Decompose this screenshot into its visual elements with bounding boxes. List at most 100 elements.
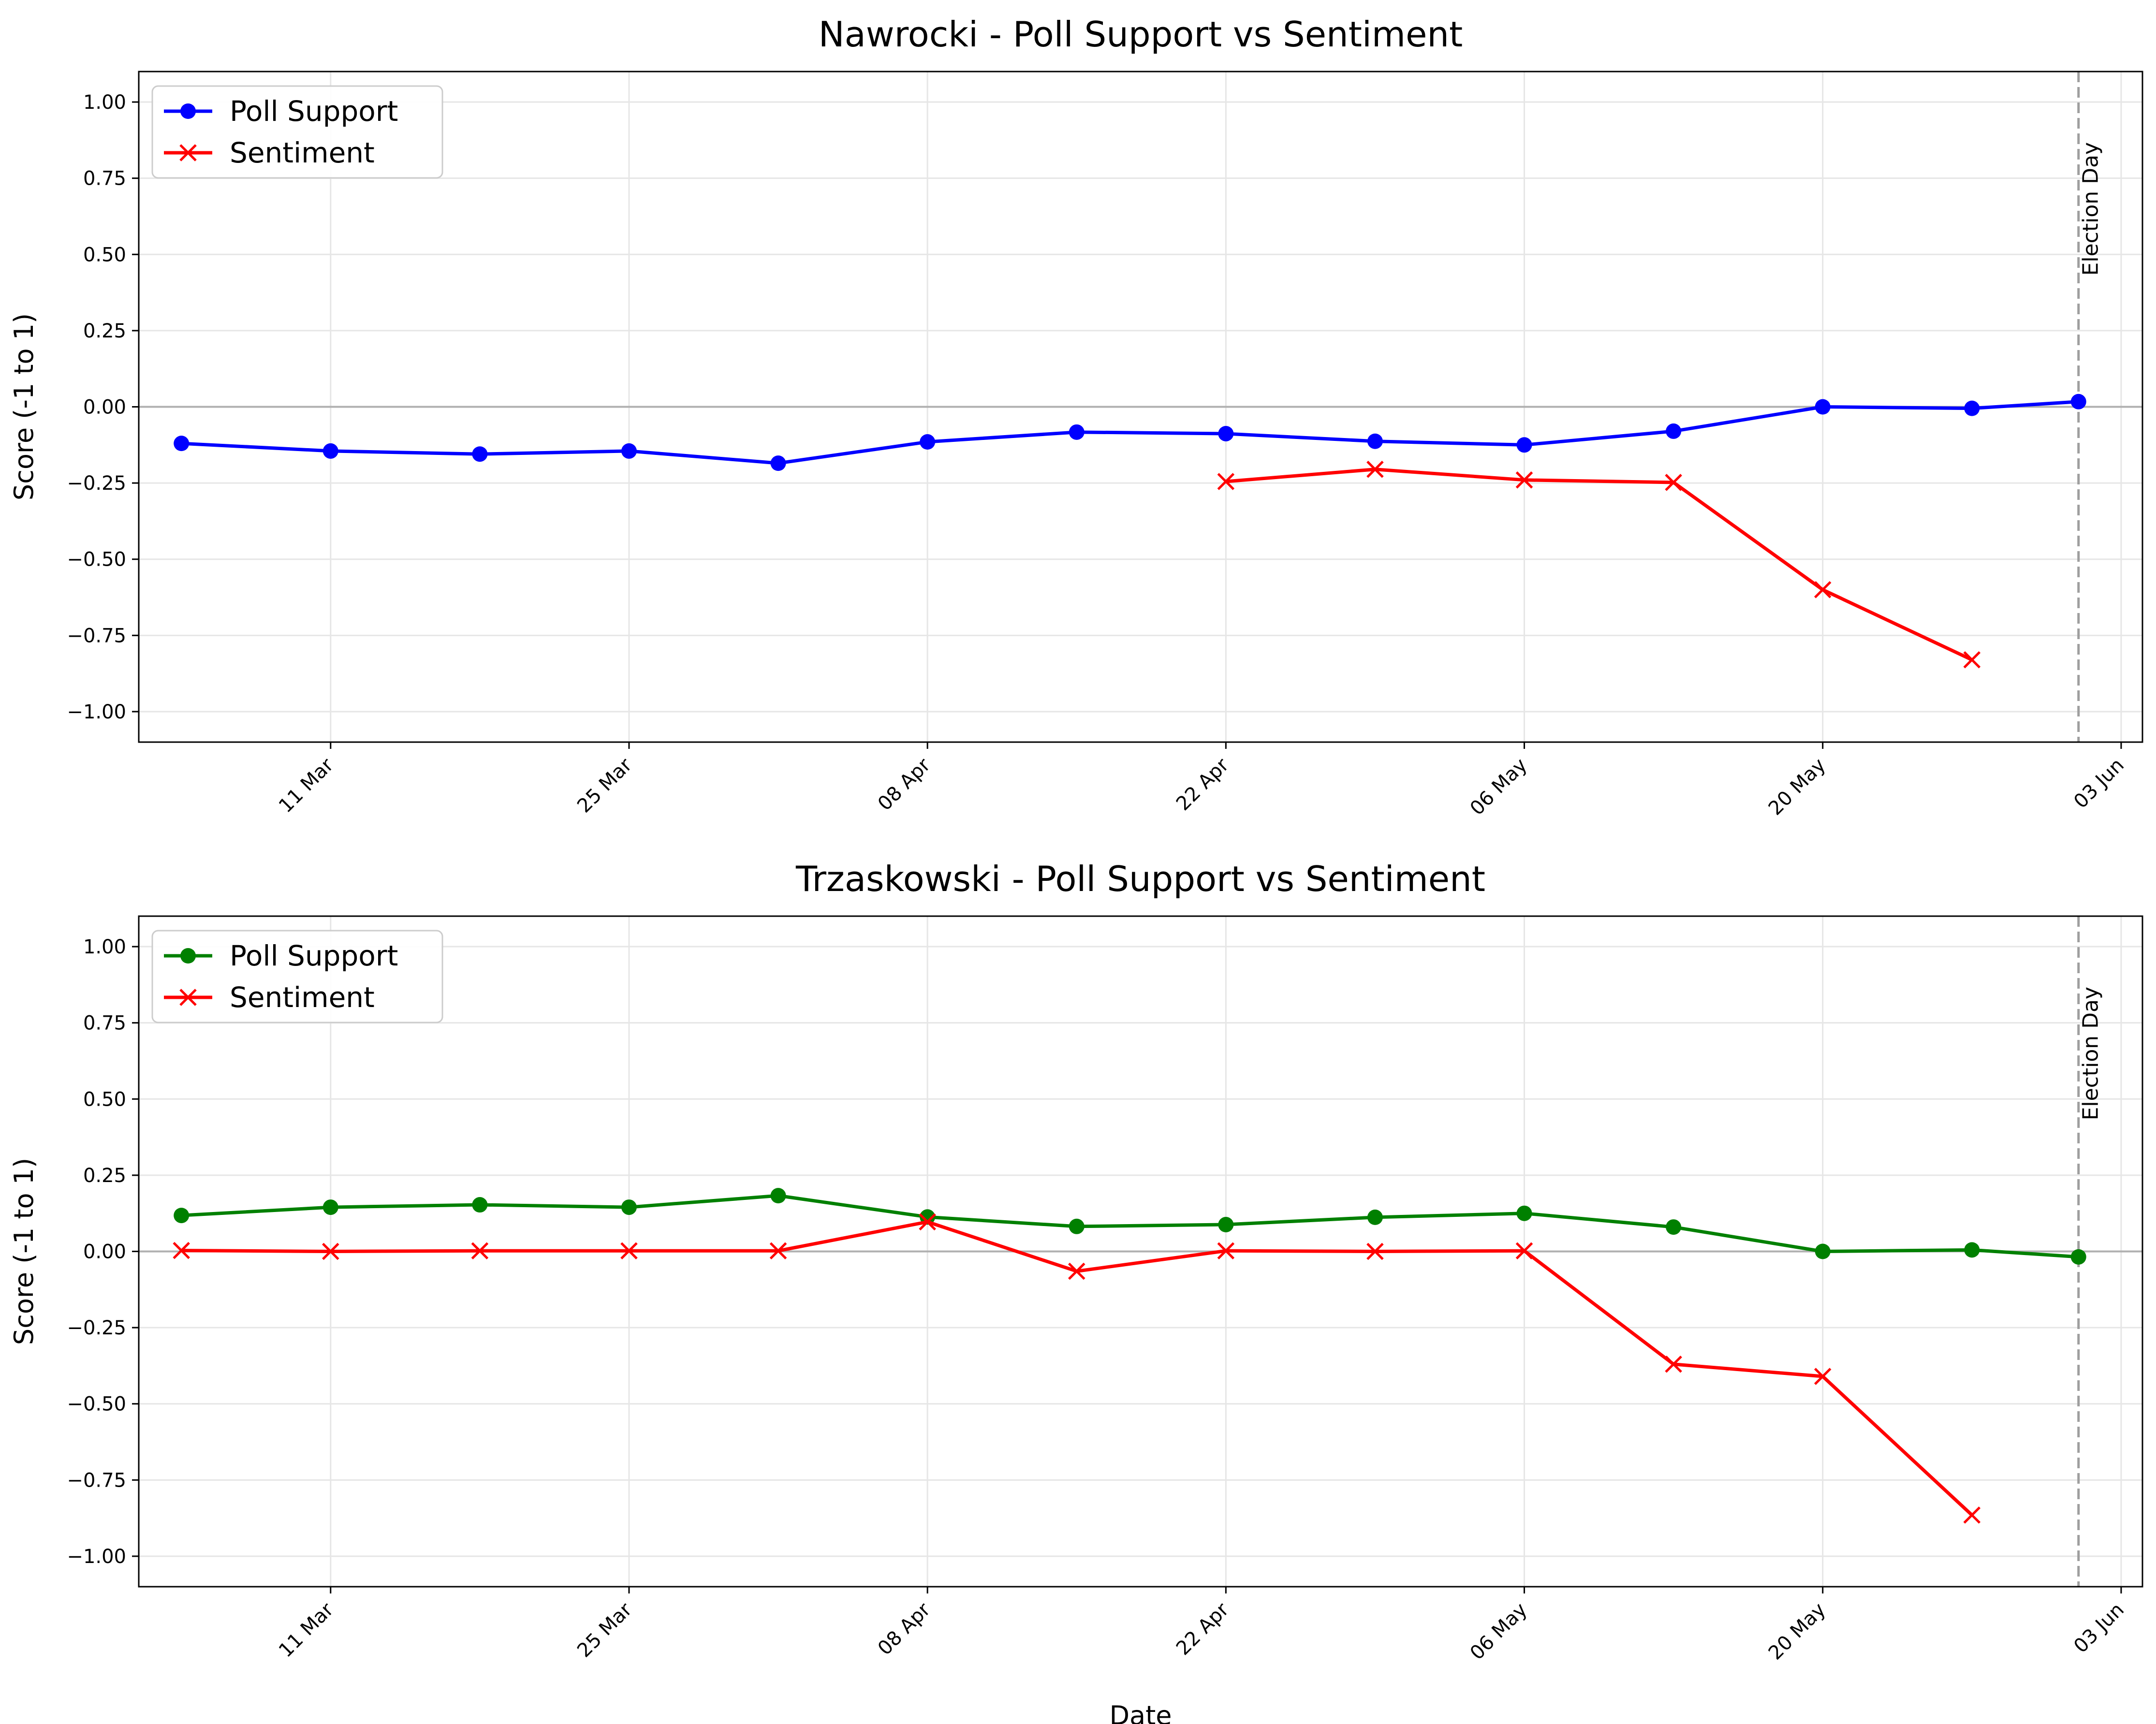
data-point <box>1515 1242 1533 1260</box>
legend: Poll Support Sentiment <box>151 85 443 179</box>
x-tick-label: 25 Mar <box>573 754 636 817</box>
data-point <box>174 436 190 452</box>
chart-panel-2: Trzaskowski - Poll Support vs Sentiment E… <box>9 859 2143 1724</box>
data-point <box>1516 437 1532 453</box>
legend-label: Sentiment <box>230 136 375 169</box>
data-point <box>770 1188 786 1204</box>
data-point <box>1963 651 1981 669</box>
data-point <box>1069 424 1085 440</box>
data-point <box>1218 425 1234 441</box>
data-point <box>322 1242 339 1260</box>
data-point <box>471 1242 489 1260</box>
x-tick-label: 20 May <box>1764 754 1830 820</box>
x-tick-label: 06 May <box>1466 754 1532 820</box>
legend-label: Poll Support <box>230 939 398 972</box>
data-point <box>1367 1209 1383 1225</box>
y-tick-label: 0.25 <box>83 320 126 342</box>
x-tick-label: 03 Jun <box>2069 754 2128 813</box>
legend-box <box>151 85 443 179</box>
y-tick-label: −1.00 <box>67 1546 126 1568</box>
x-tick-label: 22 Apr <box>1172 1598 1233 1660</box>
x-tick-label: 11 Mar <box>275 1598 338 1662</box>
data-point <box>472 446 488 462</box>
data-point <box>621 1199 637 1215</box>
data-point <box>472 1197 488 1213</box>
legend-marker <box>179 989 197 1006</box>
data-point <box>770 455 786 471</box>
data-point <box>1366 460 1384 478</box>
data-point <box>1217 473 1235 490</box>
x-tick-label: 22 Apr <box>1172 754 1233 815</box>
series-line-poll-support <box>181 1194 2079 1259</box>
x-tick-label: 06 May <box>1466 1599 1532 1665</box>
data-point <box>920 434 936 450</box>
series-line-poll-support <box>181 400 2079 465</box>
y-tick-label: 0.00 <box>83 396 126 419</box>
x-tick-label: 08 Apr <box>874 754 935 815</box>
y-tick-label: 0.50 <box>83 1088 126 1110</box>
x-tick-label: 03 Jun <box>2069 1599 2128 1658</box>
legend-box <box>151 930 443 1023</box>
x-tick-label: 11 Mar <box>275 754 338 817</box>
y-tick-label: 0.50 <box>83 244 126 266</box>
data-point <box>1217 1242 1235 1260</box>
legend-marker <box>180 948 196 964</box>
series-line-sentiment <box>1226 468 1973 661</box>
legend-label: Poll Support <box>230 95 398 128</box>
data-point <box>621 443 637 459</box>
series-line-sentiment <box>181 1220 1973 1517</box>
y-tick-label: −0.25 <box>67 472 126 495</box>
data-point <box>919 1213 936 1231</box>
data-point <box>920 1209 936 1225</box>
x-tick-label: 20 May <box>1764 1599 1830 1665</box>
y-tick-label: 0.25 <box>83 1165 126 1187</box>
data-point <box>1814 1368 1832 1385</box>
data-point <box>1814 581 1832 599</box>
data-point <box>1964 400 1980 416</box>
chart-panel-1: Nawrocki - Poll Support vs Sentiment Elec… <box>9 14 2143 820</box>
data-point <box>1515 471 1533 489</box>
y-tick-label: 0.00 <box>83 1241 126 1263</box>
y-tick-label: −0.75 <box>67 625 126 647</box>
data-point <box>1366 1242 1384 1260</box>
chart-title: Trzaskowski - Poll Support vs Sentiment <box>795 859 1485 899</box>
legend-label: Sentiment <box>230 981 375 1014</box>
data-point <box>1665 1356 1682 1373</box>
legend: Poll Support Sentiment <box>151 930 443 1023</box>
data-point <box>1516 1205 1532 1221</box>
data-point <box>323 443 338 459</box>
y-tick-label: 0.75 <box>83 168 126 190</box>
y-axis-label: Score (-1 to 1) <box>9 313 39 500</box>
data-point <box>2070 394 2086 409</box>
y-tick-label: 0.75 <box>83 1012 126 1035</box>
data-point <box>1815 399 1831 415</box>
legend-marker <box>179 144 197 161</box>
data-point <box>1665 474 1682 491</box>
chart-title: Nawrocki - Poll Support vs Sentiment <box>819 14 1463 55</box>
legend-marker <box>180 103 196 119</box>
data-point <box>1068 1262 1085 1280</box>
data-point <box>174 1208 190 1224</box>
data-point <box>1666 423 1682 439</box>
data-point <box>1367 433 1383 449</box>
data-point <box>1964 1242 1980 1258</box>
election-day-label: Election Day <box>2079 142 2103 276</box>
y-tick-label: −1.00 <box>67 701 126 723</box>
data-point <box>1666 1219 1682 1235</box>
y-tick-label: 1.00 <box>83 91 126 114</box>
y-tick-label: −0.50 <box>67 549 126 571</box>
x-tick-label: 25 Mar <box>573 1598 636 1662</box>
data-point <box>1963 1506 1981 1524</box>
data-point <box>1069 1218 1085 1234</box>
y-tick-label: −0.25 <box>67 1317 126 1339</box>
y-axis-label: Score (-1 to 1) <box>9 1158 39 1345</box>
data-point <box>1815 1243 1831 1259</box>
data-point <box>769 1242 787 1260</box>
y-tick-label: −0.75 <box>67 1469 126 1491</box>
x-tick-label: 08 Apr <box>874 1598 935 1660</box>
data-point <box>1218 1217 1234 1233</box>
election-day-label: Election Day <box>2079 987 2103 1120</box>
data-point <box>2070 1249 2086 1265</box>
x-axis-label: Date <box>1109 1700 1172 1724</box>
